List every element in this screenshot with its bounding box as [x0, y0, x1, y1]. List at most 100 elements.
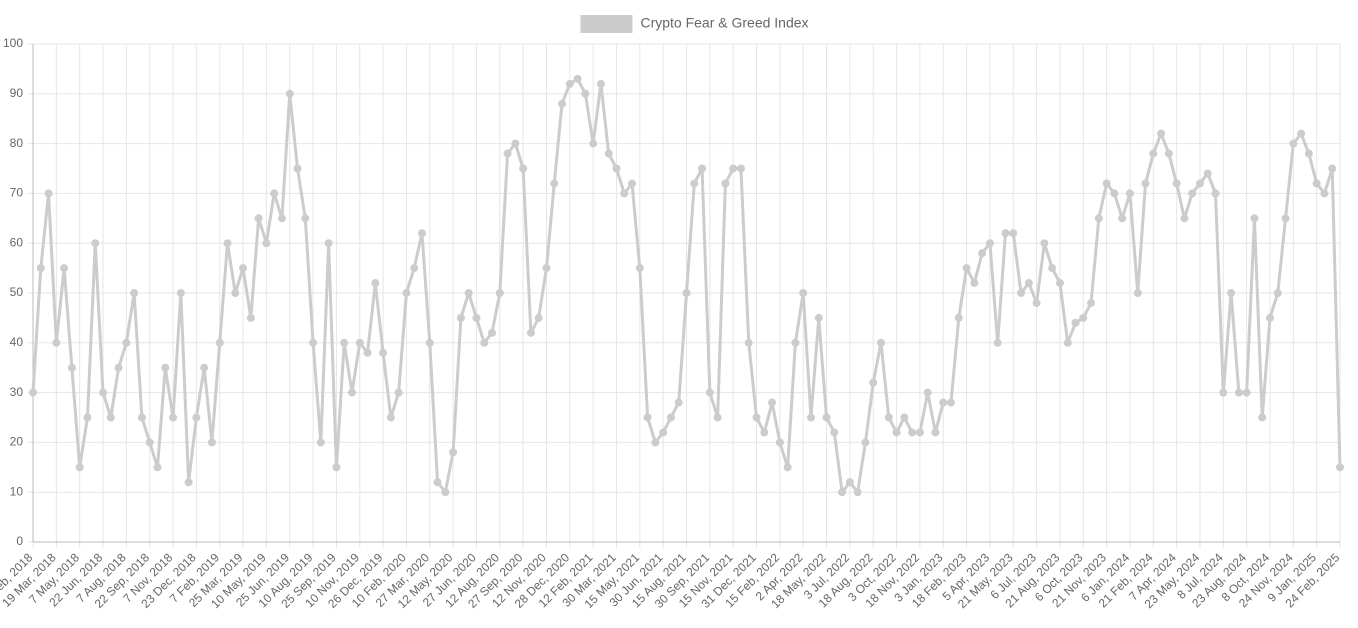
data-point: [1063, 338, 1072, 347]
data-point: [75, 463, 84, 472]
data-point: [822, 413, 831, 422]
data-point: [1040, 239, 1049, 248]
data-point: [1242, 388, 1251, 397]
data-point: [184, 478, 193, 487]
data-point: [464, 289, 473, 297]
data-point: [1265, 313, 1274, 322]
data-point: [736, 164, 745, 173]
data-point: [978, 249, 987, 258]
data-point: [285, 89, 294, 98]
data-point: [1133, 289, 1142, 297]
data-point: [1001, 229, 1010, 238]
data-point: [386, 413, 395, 422]
data-point: [519, 164, 528, 173]
data-point: [301, 214, 310, 223]
data-point: [417, 229, 426, 238]
data-point: [573, 74, 582, 83]
data-point: [503, 149, 512, 158]
data-point: [1071, 318, 1080, 327]
data-point: [91, 239, 100, 248]
data-point: [674, 398, 683, 407]
data-point: [83, 413, 92, 422]
data-point: [1024, 279, 1033, 288]
data-point: [900, 413, 909, 422]
data-point: [542, 264, 551, 273]
data-point: [581, 89, 590, 98]
data-point: [799, 289, 808, 297]
data-point: [923, 388, 932, 397]
data-point: [176, 289, 185, 297]
data-point: [60, 264, 69, 273]
data-point: [1188, 189, 1197, 198]
data-point: [550, 179, 559, 188]
data-point: [682, 289, 691, 297]
data-point: [1297, 129, 1306, 138]
y-tick-label: 70: [10, 186, 24, 200]
data-point: [169, 413, 178, 422]
data-point: [845, 478, 854, 487]
data-point: [806, 413, 815, 422]
data-point: [752, 413, 761, 422]
data-point: [1258, 413, 1267, 422]
data-point: [433, 478, 442, 487]
data-point: [277, 214, 286, 223]
data-point: [1172, 179, 1181, 188]
data-point: [1125, 189, 1134, 198]
data-point: [495, 289, 504, 297]
data-point: [1032, 298, 1041, 307]
data-point: [729, 164, 738, 173]
data-point: [122, 338, 131, 347]
data-point: [1234, 388, 1243, 397]
data-point: [1320, 189, 1329, 198]
data-point: [970, 279, 979, 288]
y-tick-label: 10: [10, 484, 24, 498]
data-point: [1180, 214, 1189, 223]
data-point: [1203, 169, 1212, 178]
data-point: [884, 413, 893, 422]
data-point: [1195, 179, 1204, 188]
data-point: [472, 313, 481, 322]
data-point: [853, 488, 862, 497]
data-point: [651, 438, 660, 447]
data-point: [239, 264, 248, 273]
data-point: [36, 264, 45, 273]
data-point: [1250, 214, 1259, 223]
data-point: [589, 139, 598, 148]
data-point: [1079, 313, 1088, 322]
data-point: [1164, 149, 1173, 158]
data-point: [332, 463, 341, 472]
data-point: [153, 463, 162, 472]
data-point: [620, 189, 629, 198]
data-point: [775, 438, 784, 447]
data-point: [604, 149, 613, 158]
data-point: [1141, 179, 1150, 188]
data-point: [1281, 214, 1290, 223]
data-point: [659, 428, 668, 437]
data-point: [67, 363, 76, 372]
data-point: [534, 313, 543, 322]
data-point: [309, 338, 318, 347]
data-point: [223, 239, 232, 248]
data-point: [137, 413, 146, 422]
y-tick-label: 50: [10, 285, 24, 299]
data-point: [99, 388, 108, 397]
data-point: [1055, 279, 1064, 288]
data-point: [954, 313, 963, 322]
y-tick-label: 60: [10, 235, 24, 249]
data-point: [1087, 298, 1096, 307]
data-point: [231, 289, 240, 297]
y-tick-label: 30: [10, 385, 24, 399]
data-point: [106, 413, 115, 422]
y-tick-label: 80: [10, 136, 24, 150]
data-point: [690, 179, 699, 188]
data-point: [1336, 463, 1344, 472]
data-point: [892, 428, 901, 437]
data-point: [511, 139, 520, 148]
data-point: [1219, 388, 1228, 397]
data-point: [612, 164, 621, 173]
data-point: [1102, 179, 1111, 188]
data-point: [340, 338, 349, 347]
legend-swatch: [580, 15, 633, 33]
data-point: [379, 348, 388, 357]
y-tick-label: 100: [3, 36, 23, 50]
